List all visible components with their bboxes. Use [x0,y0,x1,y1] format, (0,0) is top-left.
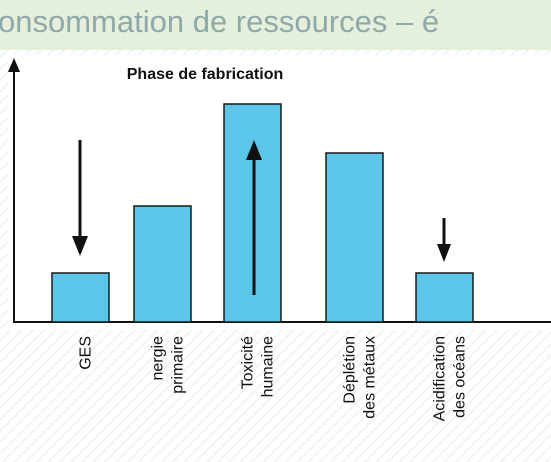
x-tick-label: Toxicité [240,336,257,389]
bars [51,103,474,323]
bar [51,272,110,323]
x-tick-label: humaine [260,336,277,397]
bar [133,205,192,323]
x-tick-label: GES [78,336,95,370]
down-arrow-head [72,236,88,256]
x-tick-label: des métaux [362,336,379,419]
x-tick-label: nergie [150,336,167,381]
chart-title: Phase de fabrication [127,66,284,83]
x-tick-label: des océans [452,336,469,418]
bar [325,152,384,323]
x-tick-label: Déplétion [342,336,359,404]
annotation-arrows [72,140,451,295]
x-tick-label: primaire [170,336,187,394]
down-arrow-head [437,244,451,262]
y-axis-arrow [8,58,20,72]
slide-title: onsommation de ressources – é [0,4,439,39]
bar [415,272,474,323]
x-tick-label: Acidification [432,336,449,421]
title-band [0,0,551,50]
up-arrow-head [246,140,262,160]
